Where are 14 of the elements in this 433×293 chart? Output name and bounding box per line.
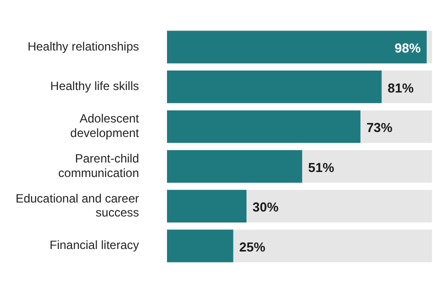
y-tick-label: Healthy relationships bbox=[28, 39, 139, 54]
data-label: 98% bbox=[394, 40, 422, 56]
y-tick-label: Healthy life skills bbox=[50, 79, 139, 94]
data-label: 51% bbox=[308, 160, 335, 175]
y-tick-label: Financial literacy bbox=[50, 238, 139, 252]
bar bbox=[167, 230, 234, 262]
data-label: 25% bbox=[239, 239, 266, 254]
data-label: 73% bbox=[366, 120, 393, 136]
y-tick-label: Educational and career success bbox=[16, 191, 139, 220]
data-label: 30% bbox=[252, 200, 279, 215]
y-tick-label: Adolescent development bbox=[70, 112, 140, 140]
bar bbox=[167, 30, 427, 64]
data-label: 81% bbox=[388, 80, 414, 96]
y-tick-label: Parent-child communication bbox=[58, 151, 139, 180]
